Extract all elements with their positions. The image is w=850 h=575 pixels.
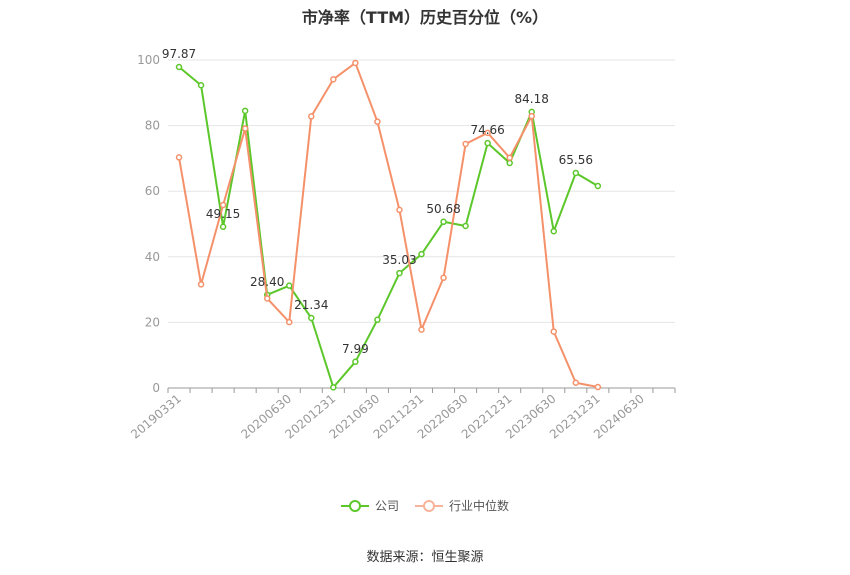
legend-item-company[interactable]: 公司 — [340, 497, 399, 514]
y-tick-label: 60 — [145, 184, 160, 198]
data-point-company — [418, 250, 425, 258]
y-tick-label: 0 — [152, 381, 160, 395]
data-source: 数据来源：恒生聚源 — [366, 550, 484, 565]
data-point-industry-median — [175, 154, 183, 161]
y-tick-label: 40 — [145, 250, 160, 264]
y-tick-label: 80 — [145, 119, 160, 133]
y-tick-label: 100 — [137, 53, 160, 67]
data-label: 74.66 — [470, 123, 504, 137]
data-point-industry-median — [594, 383, 602, 391]
chart-title: 市净率（TTM）历史百分位（%） — [301, 8, 549, 27]
data-point-industry-median — [374, 118, 381, 125]
data-point-industry-median — [550, 328, 558, 335]
data-point-industry-median — [330, 76, 337, 83]
data-point-industry-median — [506, 154, 513, 161]
data-point-company — [374, 316, 381, 324]
data-point-industry-median — [352, 59, 359, 67]
data-label: 21.34 — [294, 298, 328, 312]
data-point-company — [594, 182, 602, 190]
data-label: 7.99 — [342, 342, 369, 356]
data-point-industry-median — [572, 379, 580, 387]
data-label: 35.03 — [382, 253, 416, 267]
data-label: 65.56 — [559, 153, 593, 167]
x-tick-label: 20190331 — [128, 392, 184, 442]
data-point-company — [175, 63, 183, 71]
data-point-industry-median — [219, 201, 227, 209]
data-point-company — [241, 107, 249, 115]
data-point-company — [197, 82, 205, 89]
data-point-company — [396, 269, 403, 277]
data-point-industry-median — [418, 326, 425, 333]
legend-swatch-industry-median — [415, 499, 443, 513]
series-line-industry-median — [178, 61, 599, 388]
data-point-company — [462, 222, 469, 230]
data-point-company — [352, 358, 359, 366]
data-label: 49.15 — [206, 207, 240, 221]
data-point-industry-median — [308, 113, 315, 120]
legend-item-industry-median[interactable]: 行业中位数 — [415, 497, 509, 514]
data-point-industry-median — [528, 112, 535, 120]
data-point-company — [572, 169, 580, 177]
data-point-company — [440, 218, 447, 226]
data-point-industry-median — [241, 125, 249, 132]
data-point-industry-median — [396, 206, 403, 214]
legend-label-industry-median: 行业中位数 — [449, 499, 510, 513]
data-point-industry-median — [285, 318, 293, 326]
legend-swatch-company — [340, 499, 369, 513]
data-point-industry-median — [197, 281, 205, 288]
data-point-company — [330, 384, 337, 391]
series-line-company — [178, 66, 599, 389]
data-point-company — [285, 282, 293, 289]
data-label: 50.68 — [426, 202, 460, 216]
data-point-company — [506, 159, 513, 167]
data-point-company — [308, 314, 315, 322]
legend-label-company: 公司 — [374, 499, 399, 513]
data-point-industry-median — [263, 295, 271, 302]
data-label: 28.40 — [250, 275, 284, 289]
data-label: 97.87 — [162, 47, 196, 61]
data-point-company — [484, 139, 491, 147]
data-label: 84.18 — [515, 92, 549, 106]
y-tick-label: 20 — [145, 315, 160, 329]
data-point-company — [219, 223, 227, 231]
data-point-industry-median — [484, 129, 491, 137]
legend: 公司 行业中位数 — [0, 497, 850, 514]
data-point-company — [550, 227, 558, 235]
data-point-industry-median — [440, 274, 447, 282]
data-point-industry-median — [462, 140, 469, 148]
